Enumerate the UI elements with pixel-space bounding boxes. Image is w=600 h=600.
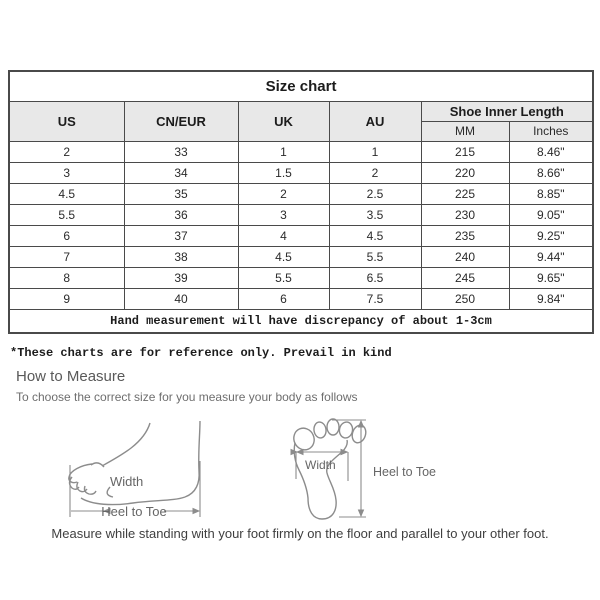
table-title: Size chart [8,70,594,102]
table-cell: 8.66" [508,161,594,184]
table-cell: 7.5 [328,287,422,310]
table-cell: 8.85" [508,182,594,205]
heel-to-toe-label-side: Heel to Toe [101,504,167,519]
table-cell: 4.5 [237,245,330,268]
table-cell: 8.46" [508,140,594,163]
table-row: 2 33 1 1 215 8.46" [8,140,594,163]
table-row: 3 34 1.5 2 220 8.66" [8,161,594,184]
table-row: 8 39 5.5 6.5 245 9.65" [8,266,594,289]
table-cell: 9.65" [508,266,594,289]
table-cell: 2 [8,140,125,163]
heel-to-toe-label-sole: Heel to Toe [373,465,436,479]
how-to-measure-subtitle: To choose the correct size for you measu… [16,390,358,404]
table-cell: 235 [420,224,510,247]
table-cell: 6.5 [328,266,422,289]
table-row: 7 38 4.5 5.5 240 9.44" [8,245,594,268]
table-cell: 215 [420,140,510,163]
measure-guides [290,419,366,518]
table-cell: 240 [420,245,510,268]
width-label-sole: Width [305,458,336,472]
table-cell: 6 [8,224,125,247]
table-cell: 7 [8,245,125,268]
col-header-inner-length: Shoe Inner Length [420,100,594,122]
measurement-note: Hand measurement will have discrepancy o… [8,308,594,334]
table-cell: 2.5 [328,182,422,205]
table-cell: 1.5 [237,161,330,184]
table-cell: 8 [8,266,125,289]
size-chart-table: Size chart US CN/EUR UK AU Shoe Inner Le… [8,70,595,334]
foot-side-outline-icon [68,420,201,506]
table-cell: 250 [420,287,510,310]
measure-caption: Measure while standing with your foot fi… [51,526,549,541]
table-cell: 230 [420,203,510,226]
table-cell: 5.5 [237,266,330,289]
table-cell: 3.5 [328,203,422,226]
width-label-side: Width [110,474,143,489]
table-row: 5.5 36 3 3.5 230 9.05" [8,203,594,226]
table-cell: 1 [328,140,422,163]
table-cell: 9.25" [508,224,594,247]
col-header-cneur: CN/EUR [123,100,239,142]
table-row: 6 37 4 4.5 235 9.25" [8,224,594,247]
col-header-mm: MM [420,120,510,142]
table-cell: 39 [123,266,239,289]
size-table-body: 2 33 1 1 215 8.46" 3 34 1.5 2 220 8.66" 4.5 35 2 2.5 225… [8,140,594,310]
how-to-measure-title: How to Measure [16,368,126,385]
table-cell: 4 [237,224,330,247]
table-cell: 38 [123,245,239,268]
table-cell: 4.5 [8,182,125,205]
table-cell: 9.05" [508,203,594,226]
table-row: 4.5 35 2 2.5 225 8.85" [8,182,594,205]
foot-sole-diagram: Width Heel to Toe [290,418,436,520]
table-cell: 2 [328,161,422,184]
table-cell: 2 [237,182,330,205]
table-cell: 3 [237,203,330,226]
col-header-au: AU [328,100,422,142]
table-cell: 33 [123,140,239,163]
table-subheader-row: MM Inches [9,120,594,142]
table-cell: 35 [123,182,239,205]
table-cell: 9.84" [508,287,594,310]
foot-side-diagram: Width Heel to Toe [68,420,201,519]
table-cell: 3 [8,161,125,184]
reference-disclaimer: *These charts are for reference only. Pr… [10,346,392,360]
table-cell: 220 [420,161,510,184]
table-cell: 5.5 [328,245,422,268]
col-header-uk: UK [237,100,330,142]
table-cell: 36 [123,203,239,226]
table-cell: 40 [123,287,239,310]
table-cell: 34 [123,161,239,184]
table-cell: 9.44" [508,245,594,268]
measure-guides [69,461,201,517]
table-row: 9 40 6 7.5 250 9.84" [8,287,594,310]
table-cell: 1 [237,140,330,163]
table-cell: 9 [8,287,125,310]
table-title-row: Size chart [8,70,594,102]
table-cell: 6 [237,287,330,310]
table-cell: 245 [420,266,510,289]
table-cell: 4.5 [328,224,422,247]
table-note-row: Hand measurement will have discrepancy o… [8,308,594,334]
table-cell: 5.5 [8,203,125,226]
col-header-inches: Inches [508,120,594,142]
table-cell: 225 [420,182,510,205]
table-cell: 37 [123,224,239,247]
table-header-row: US CN/EUR UK AU Shoe Inner Length [8,100,594,142]
col-header-us: US [8,100,125,142]
